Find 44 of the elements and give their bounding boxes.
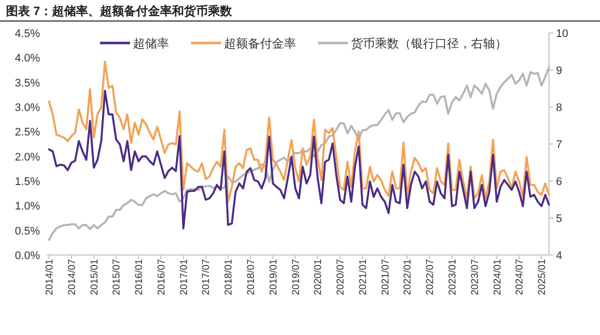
y-tick-label: 2.0% [14,151,40,164]
x-tick-label: 2019/01 [268,258,280,296]
x-tick-label: 2022/07 [425,258,436,296]
y-tick-label: 1.5% [14,176,40,188]
x-tick-label: 2018/01 [224,258,235,296]
x-tick-label: 2016/01 [134,258,146,296]
x-tick-label: 2025/01 [537,258,548,296]
y2-tick-label: 6 [556,176,562,188]
x-tick-label: 2017/07 [201,258,212,296]
legend-label: 超储率 [133,36,169,50]
y-tick-label: 3.5% [14,77,40,90]
y-tick-label: 0.0% [14,250,40,262]
y-tick-label: 2.5% [14,126,40,139]
x-tick-label: 2024/07 [514,258,526,296]
y-tick-label: 4.0% [14,52,40,65]
x-tick-label: 2021/07 [380,258,392,296]
x-tick-label: 2014/07 [66,258,78,296]
y-tick-label: 4.5% [14,28,40,40]
y-tick-label: 0.5% [14,225,40,238]
x-tick-label: 2023/07 [470,258,481,296]
x-tick-label: 2017/01 [178,258,190,296]
x-tick-label: 2020/07 [336,258,347,296]
y2-tick-label: 5 [556,213,562,225]
legend-label: 超额备付金率 [224,36,296,50]
x-tick-label: 2021/01 [358,258,369,296]
y2-tick-label: 10 [556,28,568,40]
x-tick-label: 2015/01 [89,258,100,296]
y-tick-label: 1.0% [14,200,40,213]
x-tick-label: 2022/01 [402,258,414,296]
title: 图表 7：超储率、超额备付金率和货币乘数 [6,4,232,18]
x-tick-label: 2023/01 [447,258,458,296]
x-tick-label: 2020/01 [313,258,324,296]
y2-tick-label: 4 [556,250,562,262]
x-tick-label: 2018/07 [246,258,257,296]
y-tick-label: 3.0% [14,102,40,114]
y2-tick-label: 7 [556,139,562,151]
x-tick-label: 2014/01 [44,258,56,296]
legend-label: 货币乘数（银行口径，右轴） [351,36,507,50]
x-tick-label: 2024/01 [492,258,504,296]
y2-tick-label: 8 [556,102,562,114]
y2-tick-label: 9 [556,65,562,77]
x-tick-label: 2015/07 [112,258,123,296]
x-tick-label: 2019/07 [290,258,302,296]
x-tick-label: 2016/07 [156,258,168,296]
